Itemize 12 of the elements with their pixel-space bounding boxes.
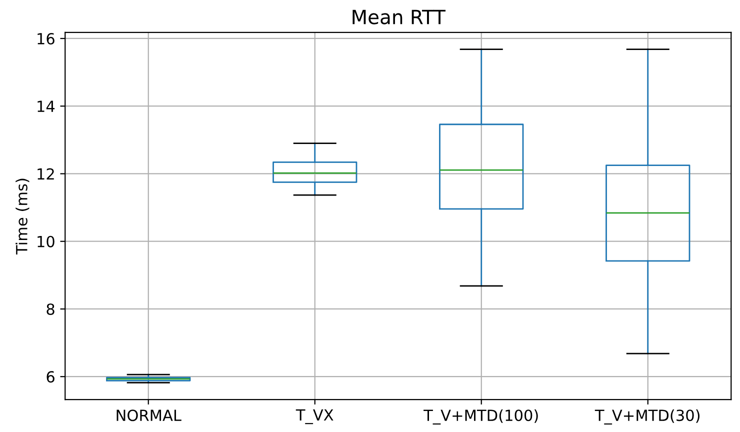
y-axis-title: Time (ms) bbox=[16, 178, 30, 255]
y-tick-label: 8 bbox=[46, 303, 54, 316]
y-tick-label: 6 bbox=[46, 371, 54, 383]
x-tick-label: T_V+MTD(30) bbox=[594, 409, 700, 425]
x-tick-label: T_VX bbox=[296, 409, 334, 424]
y-tick-label: 16 bbox=[38, 32, 54, 45]
x-tick-label: T_V+MTD(100) bbox=[424, 409, 538, 425]
chart-title: Mean RTT bbox=[352, 10, 446, 24]
y-tick-label: 14 bbox=[38, 100, 55, 112]
y-tick-label: 10 bbox=[38, 236, 54, 248]
x-tick-label: NORMAL bbox=[116, 410, 182, 422]
y-tick-label: 12 bbox=[38, 168, 54, 180]
